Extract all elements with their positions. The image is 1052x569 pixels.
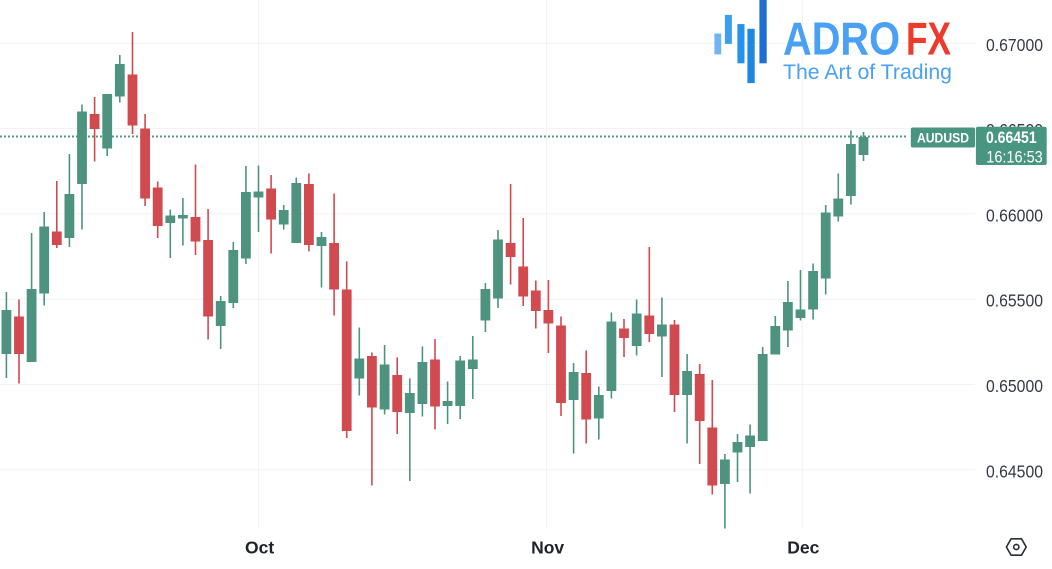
svg-text:Oct: Oct [245,538,274,558]
svg-text:0.64500: 0.64500 [986,461,1043,481]
svg-text:Nov: Nov [531,538,564,558]
svg-text:FX: FX [906,13,951,65]
svg-text:0.66451: 0.66451 [986,128,1037,147]
svg-text:ADRO: ADRO [783,13,900,65]
svg-text:0.65000: 0.65000 [986,376,1043,396]
svg-text:16:16:53: 16:16:53 [986,149,1043,167]
svg-text:0.67000: 0.67000 [986,35,1043,55]
svg-text:The Art of Trading: The Art of Trading [783,61,952,84]
svg-text:0.66000: 0.66000 [986,205,1043,225]
svg-text:AUDUSD: AUDUSD [917,129,969,145]
svg-text:Dec: Dec [787,538,819,558]
svg-text:0.65500: 0.65500 [986,291,1043,311]
